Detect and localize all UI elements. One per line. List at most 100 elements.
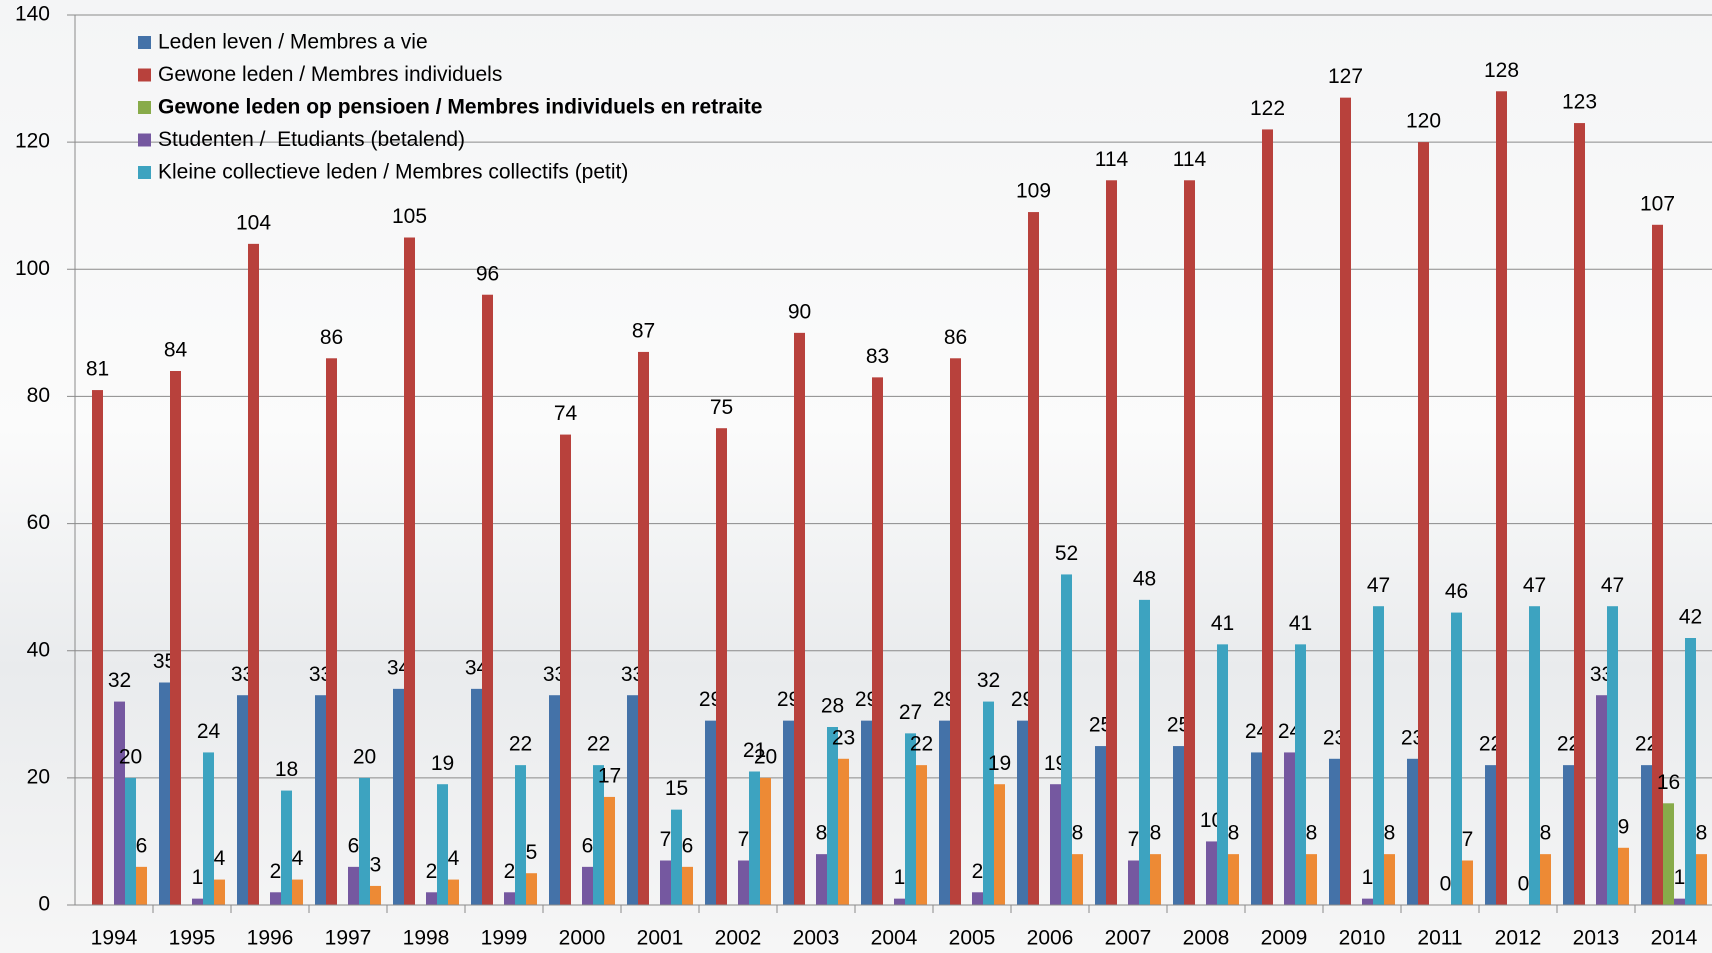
legend-swatch [138, 166, 151, 179]
y-tick-label: 20 [27, 765, 50, 788]
bar [1663, 803, 1674, 905]
bar [1128, 861, 1139, 906]
bar [159, 683, 170, 906]
bar [515, 765, 526, 905]
bar [939, 721, 950, 905]
bar [315, 695, 326, 905]
bar [1451, 613, 1462, 905]
data-label: 123 [1562, 91, 1597, 114]
data-label: 19 [431, 752, 454, 775]
bar [716, 428, 727, 905]
bar [237, 695, 248, 905]
bar [370, 886, 381, 905]
bar [1485, 765, 1496, 905]
bar [549, 695, 560, 905]
bar [1696, 854, 1707, 905]
bar [738, 861, 749, 906]
x-tick-label: 2003 [793, 927, 840, 950]
bar [214, 880, 225, 905]
bar [1017, 721, 1028, 905]
x-tick-label: 2001 [637, 927, 684, 950]
data-label: 8 [1696, 822, 1708, 845]
bar [1529, 606, 1540, 905]
bar [972, 892, 983, 905]
data-label: 2 [972, 860, 984, 883]
data-label: 20 [353, 745, 376, 768]
bar [1262, 129, 1273, 905]
bar [292, 880, 303, 905]
data-label: 20 [119, 745, 142, 768]
data-label: 8 [1540, 822, 1552, 845]
bar [359, 778, 370, 905]
data-label: 4 [448, 847, 460, 870]
data-label: 7 [1462, 828, 1474, 851]
bar [604, 797, 615, 905]
bar [1652, 225, 1663, 905]
legend-label: Gewone leden op pensioen / Membres indiv… [158, 96, 762, 119]
bar [348, 867, 359, 905]
x-tick-label: 2006 [1027, 927, 1074, 950]
data-label: 32 [108, 669, 131, 692]
y-tick-label: 40 [27, 638, 50, 661]
data-label: 127 [1328, 65, 1363, 88]
legend-label: Kleine collectieve leden / Membres colle… [158, 161, 628, 184]
bar [1251, 752, 1262, 905]
x-tick-label: 2012 [1495, 927, 1542, 950]
data-label: 42 [1679, 606, 1702, 629]
bar [794, 333, 805, 905]
legend-swatch [138, 69, 151, 82]
bar [1418, 142, 1429, 905]
x-tick-label: 1994 [91, 927, 138, 950]
bar [894, 899, 905, 905]
bar [783, 721, 794, 905]
bar [1563, 765, 1574, 905]
bar [1574, 123, 1585, 905]
bar [872, 377, 883, 905]
data-label: 2 [504, 860, 516, 883]
data-label: 46 [1445, 580, 1468, 603]
x-tick-label: 1999 [481, 927, 528, 950]
data-label: 27 [899, 701, 922, 724]
bar [660, 861, 671, 906]
data-label: 107 [1640, 192, 1675, 215]
x-tick-label: 2011 [1417, 927, 1462, 950]
data-label: 47 [1367, 574, 1390, 597]
bar [136, 867, 147, 905]
data-label: 75 [710, 396, 733, 419]
data-label: 104 [236, 211, 271, 234]
bar [905, 733, 916, 905]
data-label: 32 [977, 669, 1000, 692]
x-tick-label: 1998 [403, 927, 450, 950]
x-tick-label: 2007 [1105, 927, 1152, 950]
legend-label: Leden leven / Membres a vie [158, 31, 428, 54]
x-tick-label: 2002 [715, 927, 762, 950]
bar [671, 810, 682, 905]
bar [393, 689, 404, 905]
bar [448, 880, 459, 905]
bar [582, 867, 593, 905]
bar [1072, 854, 1083, 905]
data-label: 9 [1618, 815, 1630, 838]
data-label: 24 [197, 720, 221, 743]
bar [1496, 91, 1507, 905]
data-label: 22 [587, 733, 610, 756]
data-label: 22 [509, 733, 532, 756]
bar [1050, 784, 1061, 905]
data-label: 15 [665, 777, 688, 800]
data-label: 22 [910, 733, 933, 756]
bar [125, 778, 136, 905]
data-label: 5 [526, 841, 538, 864]
bar [560, 435, 571, 905]
data-label: 120 [1406, 110, 1441, 133]
bar [1295, 644, 1306, 905]
bar [426, 892, 437, 905]
x-tick-label: 1995 [169, 927, 216, 950]
data-label: 41 [1289, 612, 1312, 635]
bar [1685, 638, 1696, 905]
data-label: 48 [1133, 567, 1156, 590]
data-label: 52 [1055, 542, 1078, 565]
data-label: 7 [1128, 828, 1140, 851]
chart: 0204060801001201401994813220619953584124… [0, 0, 1712, 953]
x-tick-label: 1996 [247, 927, 294, 950]
bar [170, 371, 181, 905]
